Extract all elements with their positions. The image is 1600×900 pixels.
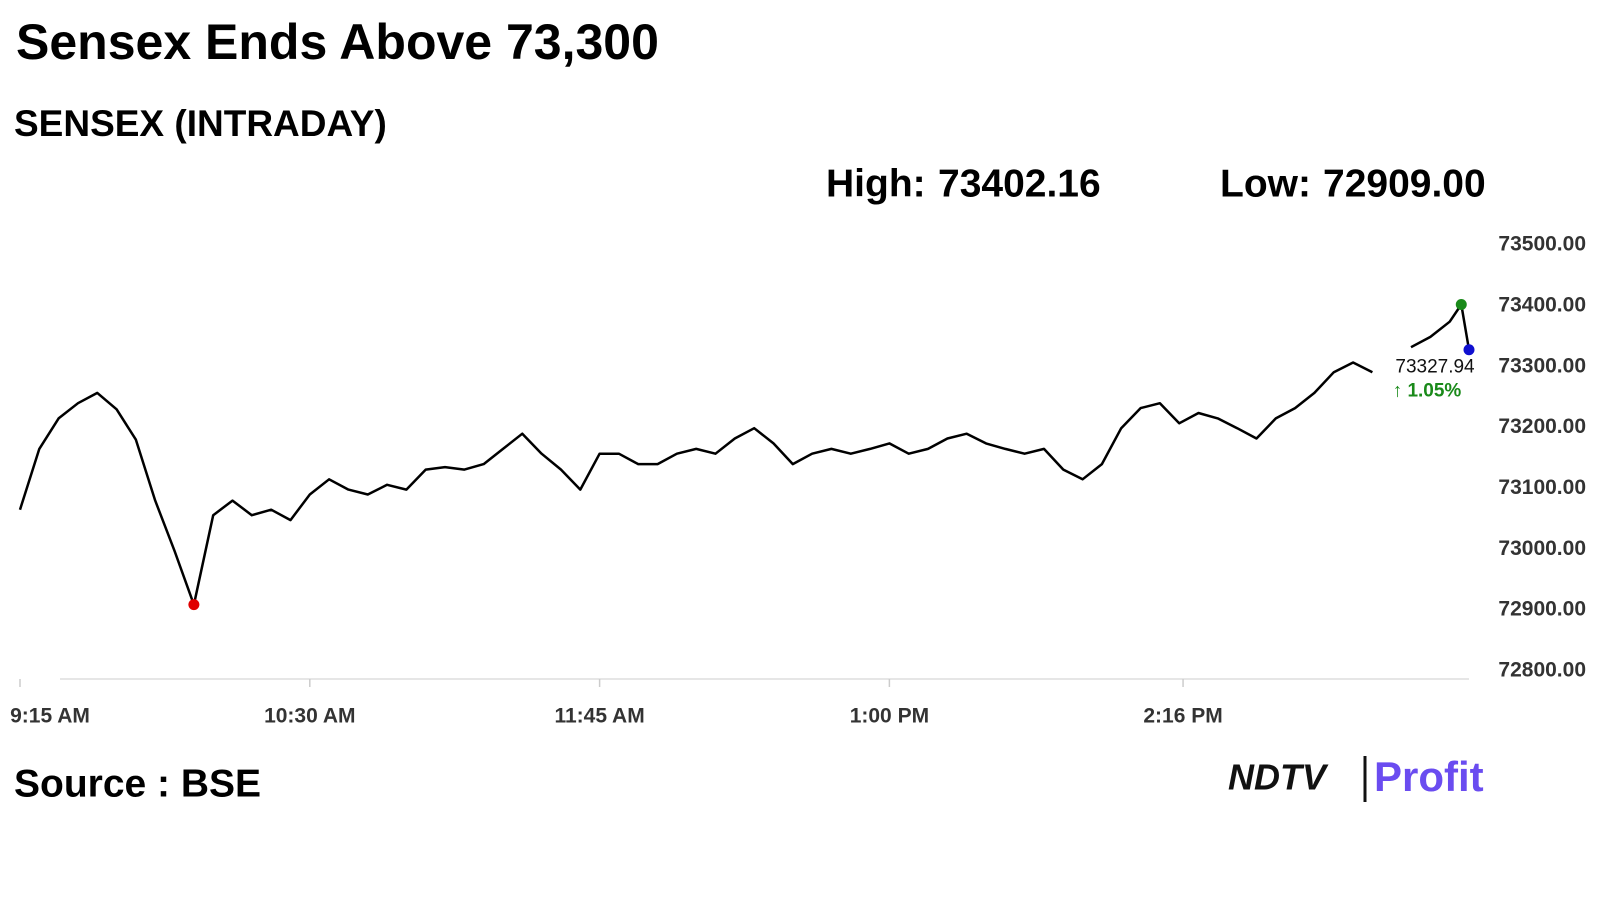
y-tick-label: 73400.00: [1498, 293, 1586, 316]
y-tick-label: 73500.00: [1498, 233, 1586, 256]
logo-ndtv: NDTV: [1228, 757, 1329, 798]
y-tick-label: 73000.00: [1498, 537, 1586, 560]
last-value-label: 73327.94: [1395, 357, 1475, 378]
chart-title: Sensex Ends Above 73,300: [16, 14, 659, 70]
y-tick-label: 72800.00: [1498, 659, 1586, 682]
change-label: ↑ 1.05%: [1393, 381, 1462, 402]
x-tick-label: 11:45 AM: [554, 705, 644, 728]
y-tick-label: 73200.00: [1498, 415, 1586, 438]
source: Source : BSE: [14, 762, 261, 805]
point-marker: [188, 599, 200, 611]
low-value: 72909.00: [1323, 162, 1486, 205]
y-tick-label: 73300.00: [1498, 354, 1586, 377]
high-label: High:: [826, 162, 926, 205]
y-tick-label: 73100.00: [1498, 476, 1586, 499]
chart-subtitle: SENSEX (INTRADAY): [14, 103, 387, 144]
point-marker: [1455, 299, 1467, 311]
low-label: Low:: [1220, 162, 1311, 205]
x-tick-label: 2:16 PM: [1143, 705, 1222, 728]
high-value: 73402.16: [938, 162, 1101, 205]
logo-profit: Profit: [1374, 753, 1484, 800]
point-marker: [1463, 344, 1475, 356]
line-series: [18, 303, 1471, 606]
x-tick-label: 10:30 AM: [264, 705, 355, 728]
x-tick-label: 1:00 PM: [850, 705, 929, 728]
y-tick-label: 72900.00: [1498, 598, 1586, 621]
x-tick-label: 9:15 AM: [10, 705, 90, 728]
